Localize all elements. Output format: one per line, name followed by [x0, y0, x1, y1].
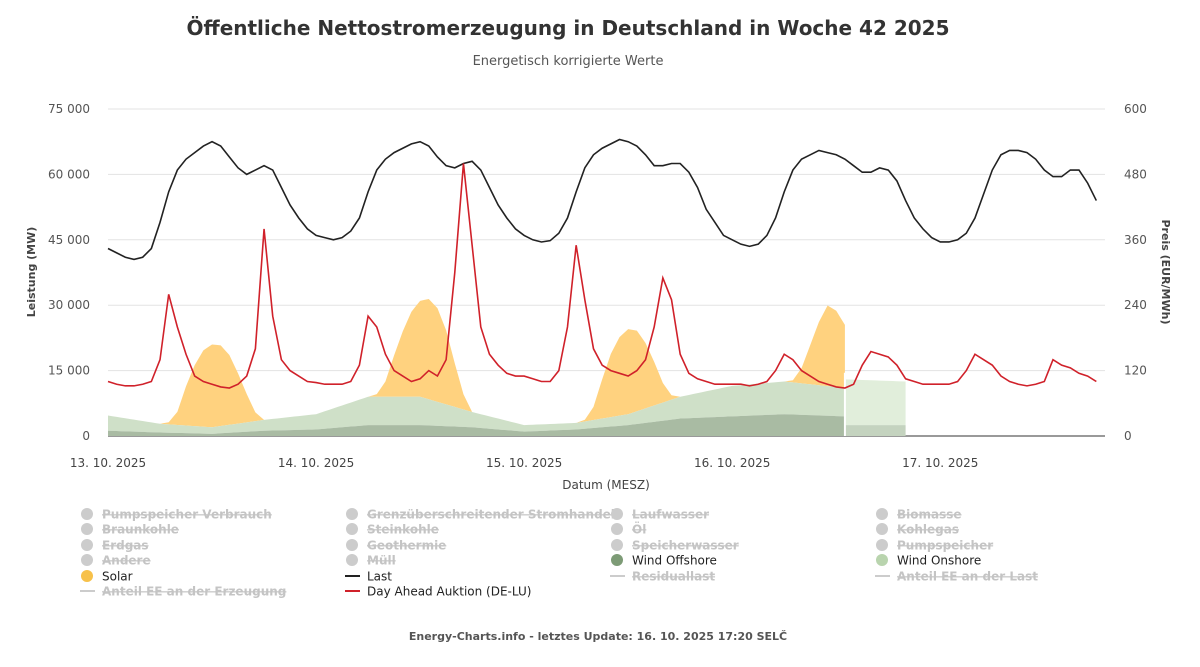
- legend-label: Braunkohle: [102, 523, 179, 537]
- y-tick-left: 45 000: [48, 233, 90, 247]
- y-tick-right: 360: [1124, 233, 1147, 247]
- y-tick-right: 120: [1124, 364, 1147, 378]
- legend-label: Pumpspeicher Verbrauch: [102, 508, 272, 522]
- wind-offshore-area: [108, 414, 845, 436]
- wind-offshore-forecast-area: [844, 425, 906, 436]
- legend-label: Geothermie: [367, 539, 446, 553]
- legend-item[interactable]: Laufwasser: [611, 508, 709, 522]
- footer-credit: Energy-Charts.info - letztes Update: 16.…: [409, 630, 787, 643]
- y-tick-left: 0: [82, 429, 90, 443]
- wind-onshore-area: [108, 381, 845, 434]
- legend-label: Anteil EE an der Erzeugung: [102, 585, 286, 599]
- legend-dot-icon: [611, 554, 623, 566]
- legend-label: Steinkohle: [367, 523, 439, 537]
- y-tick-left: 15 000: [48, 364, 90, 378]
- legend-label: Laufwasser: [632, 508, 709, 522]
- legend-dot-icon: [876, 554, 888, 566]
- legend-item[interactable]: Wind Offshore: [611, 554, 717, 568]
- legend-item[interactable]: Day Ahead Auktion (DE-LU): [345, 585, 531, 599]
- legend-label: Residuallast: [632, 570, 715, 584]
- legend-item[interactable]: Anteil EE an der Last: [875, 570, 1038, 584]
- legend-item[interactable]: Wind Onshore: [876, 554, 981, 568]
- legend-label: Öl: [632, 522, 646, 537]
- legend-label: Kohlegas: [897, 523, 959, 537]
- legend-label: Solar: [102, 570, 133, 584]
- legend-dot-icon: [81, 508, 93, 520]
- legend-item[interactable]: Steinkohle: [346, 523, 439, 537]
- legend-label: Anteil EE an der Last: [897, 570, 1038, 584]
- x-tick: 15. 10. 2025: [486, 456, 562, 470]
- legend-label: Biomasse: [897, 508, 962, 522]
- legend-item[interactable]: Erdgas: [81, 539, 149, 553]
- legend-item[interactable]: Residuallast: [610, 570, 715, 584]
- legend-item[interactable]: Pumpspeicher: [876, 539, 993, 553]
- y-tick-left: 75 000: [48, 102, 90, 116]
- legend-dot-icon: [876, 523, 888, 535]
- legend-label: Pumpspeicher: [897, 539, 993, 553]
- legend-item[interactable]: Pumpspeicher Verbrauch: [81, 508, 272, 522]
- x-tick: 17. 10. 2025: [902, 456, 978, 470]
- legend-item[interactable]: Anteil EE an der Erzeugung: [80, 585, 286, 599]
- legend-dot-icon: [81, 539, 93, 551]
- legend-dot-icon: [611, 523, 623, 535]
- price-line: [107, 163, 1097, 389]
- legend-label: Day Ahead Auktion (DE-LU): [367, 585, 531, 599]
- legend-item[interactable]: Braunkohle: [81, 523, 179, 537]
- x-tick: 14. 10. 2025: [278, 456, 354, 470]
- legend-label: Erdgas: [102, 539, 149, 553]
- legend-item[interactable]: Last: [345, 570, 392, 584]
- y-axis-left-title: Leistung (MW): [25, 227, 38, 318]
- legend-label: Wind Onshore: [897, 554, 981, 568]
- legend-dot-icon: [81, 554, 93, 566]
- legend-dot-icon: [81, 570, 93, 582]
- solar-area: [108, 299, 845, 428]
- legend-dot-icon: [876, 539, 888, 551]
- legend-dot-icon: [611, 508, 623, 520]
- legend-item[interactable]: Geothermie: [346, 539, 446, 553]
- legend-dot-icon: [876, 508, 888, 520]
- y-axis-right-title: Preis (EUR/MWh): [1159, 220, 1172, 325]
- y-tick-right: 0: [1124, 429, 1132, 443]
- last-line: [107, 138, 1098, 261]
- x-tick: 13. 10. 2025: [70, 456, 146, 470]
- legend-item[interactable]: Biomasse: [876, 508, 962, 522]
- legend-item[interactable]: Speicherwasser: [611, 539, 739, 553]
- y-tick-right: 480: [1124, 167, 1147, 181]
- y-tick-left: 60 000: [48, 167, 90, 181]
- legend-label: Andere: [102, 554, 151, 568]
- legend-label: Müll: [367, 554, 396, 568]
- legend-label: Last: [367, 570, 392, 584]
- legend-item[interactable]: Andere: [81, 554, 151, 568]
- x-axis-title: Datum (MESZ): [562, 478, 650, 492]
- wind-onshore-forecast-area: [844, 379, 906, 426]
- legend-dot-icon: [81, 523, 93, 535]
- legend-item[interactable]: Kohlegas: [876, 523, 959, 537]
- legend-dot-icon: [346, 539, 358, 551]
- chart-title: Öffentliche Nettostromerzeugung in Deuts…: [186, 16, 949, 40]
- y-tick-left: 30 000: [48, 298, 90, 312]
- legend-label: Grenzüberschreitender Stromhandel: [367, 508, 615, 522]
- chart-subtitle: Energetisch korrigierte Werte: [473, 54, 664, 69]
- y-tick-right: 600: [1124, 102, 1147, 116]
- legend-item[interactable]: Öl: [611, 522, 646, 537]
- x-tick: 16. 10. 2025: [694, 456, 770, 470]
- legend-item[interactable]: Solar: [81, 570, 133, 584]
- legend-item[interactable]: Grenzüberschreitender Stromhandel: [346, 508, 615, 522]
- legend-dot-icon: [611, 539, 623, 551]
- legend-dot-icon: [346, 554, 358, 566]
- legend-label: Wind Offshore: [632, 554, 717, 568]
- legend-label: Speicherwasser: [632, 539, 739, 553]
- legend-dot-icon: [346, 523, 358, 535]
- legend-dot-icon: [346, 508, 358, 520]
- legend-item[interactable]: Müll: [346, 554, 396, 568]
- y-tick-right: 240: [1124, 298, 1147, 312]
